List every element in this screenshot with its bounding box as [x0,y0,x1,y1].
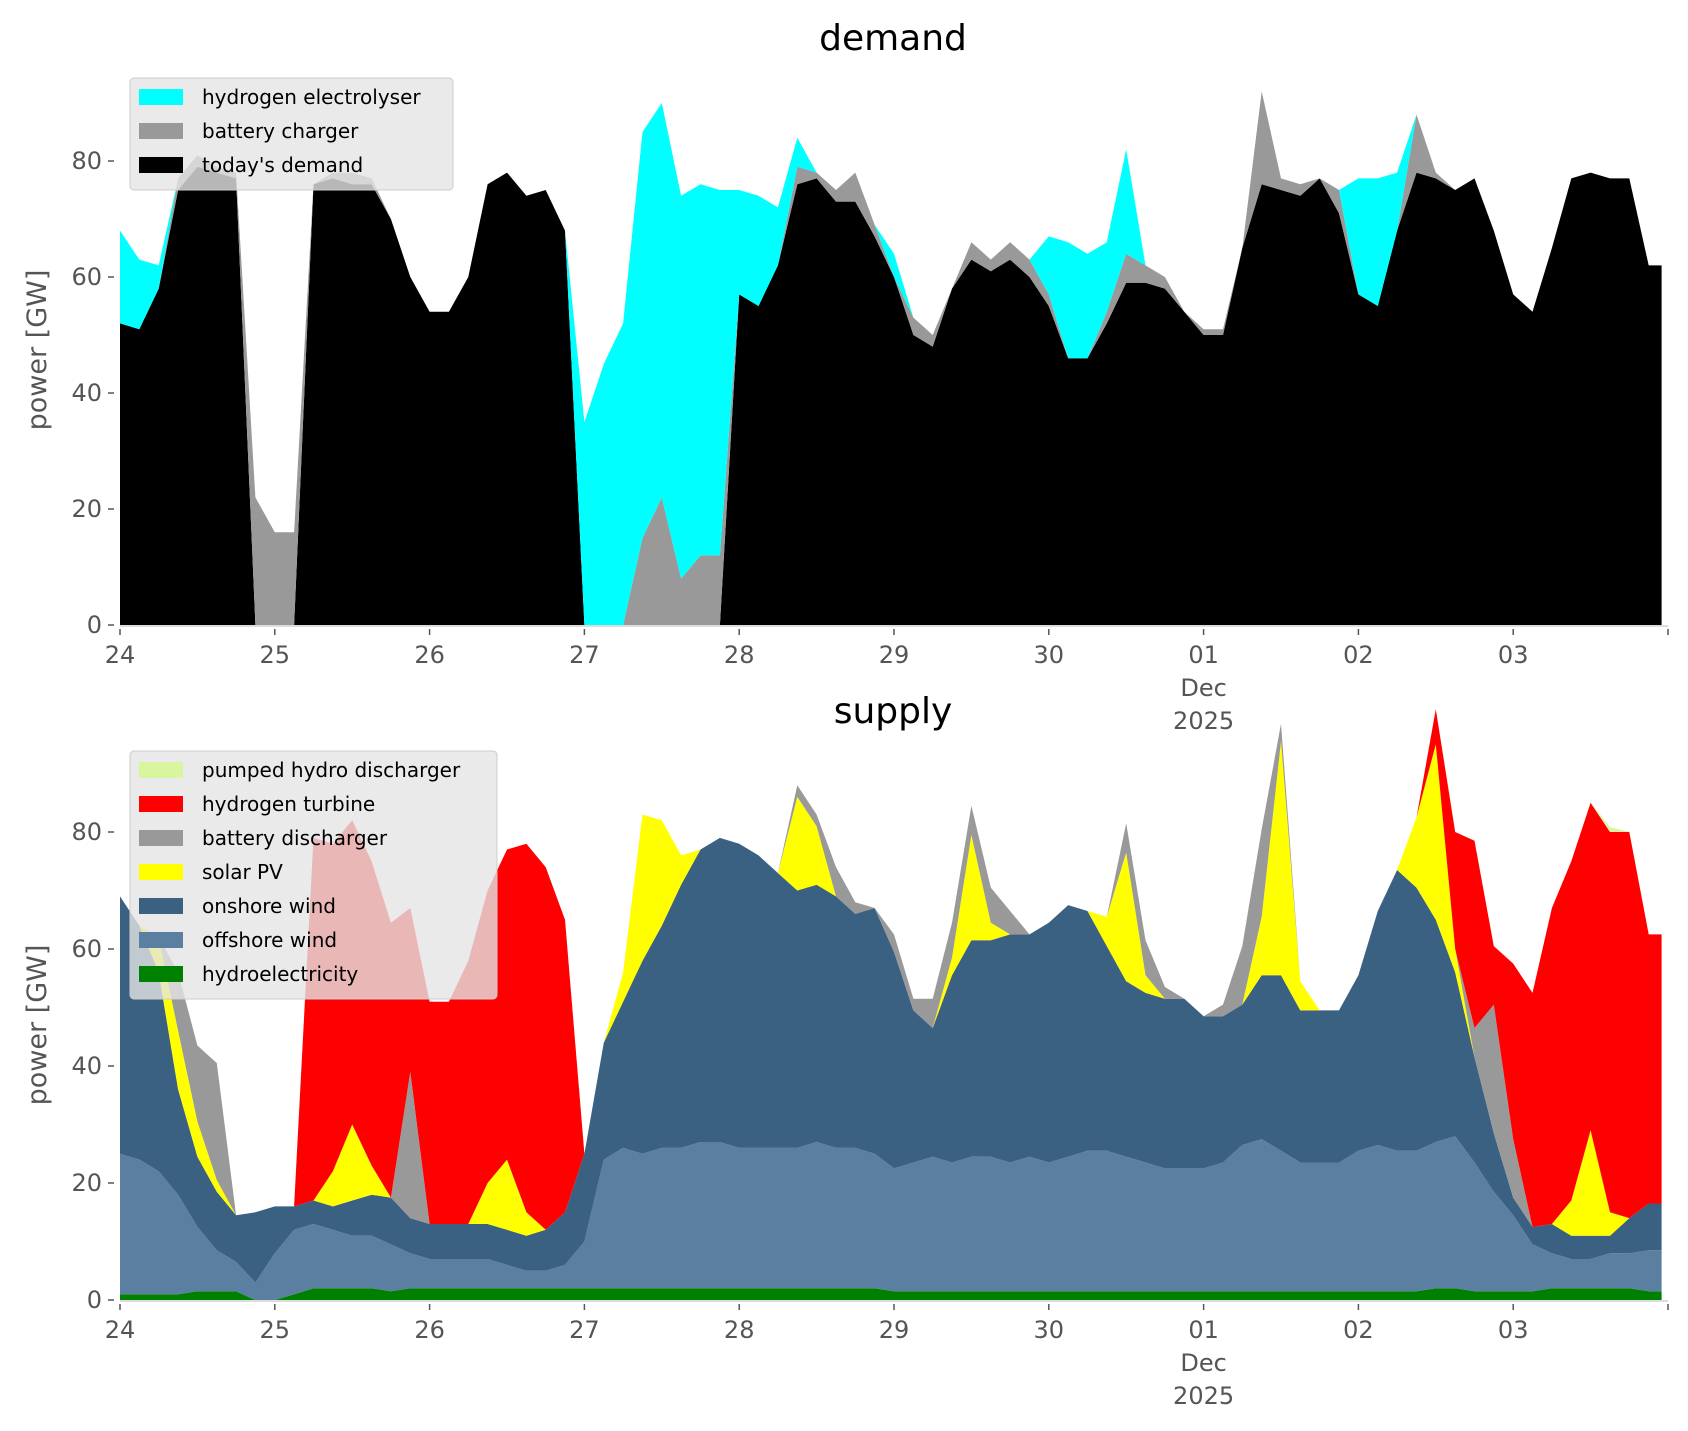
x-tick-label: 03 [1498,1316,1529,1344]
supply-legend: pumped hydro discharger hydrogen turbine b… [129,750,498,1000]
x-tick-label: 27 [569,1316,600,1344]
legend-label-hydroelectricity: hydroelectricity [202,962,358,986]
x-tick-label: 24 [105,1316,136,1344]
legend-label-pumped-hydro-discharger: pumped hydro discharger [202,758,461,782]
legend-swatch-today-s-demand [139,157,183,173]
y-tick-label: 40 [71,1052,102,1080]
x-tick-sublabel: Dec [1180,1349,1226,1377]
x-tick-label: 30 [1034,1316,1065,1344]
y-tick-label: 40 [71,379,102,407]
area-solar-pv [120,741,1662,1236]
x-tick-label: 28 [724,1316,755,1344]
area-today-s-demand [120,166,1662,626]
supply-y-axis-label: power [GW] [22,945,53,1106]
y-tick-label: 20 [71,495,102,523]
y-tick-label: 60 [71,935,102,963]
legend-label-today-s-demand: today's demand [202,153,363,177]
legend-swatch-pumped-hydro-discharger [139,762,183,778]
legend-swatch-hydrogen-electrolyser [139,89,183,105]
x-tick-label: 03 [1498,641,1529,669]
legend-label-onshore-wind: onshore wind [202,894,336,918]
supply-axes: 0 20 40 60 80 24 25 26 27 28 29 30 01 Dec 2025 02 03 [71,818,1669,1410]
legend-swatch-battery-charger [139,123,183,139]
area-hydrogen-turbine [120,709,1662,1230]
x-tick-label: 02 [1343,1316,1374,1344]
legend-swatch-onshore-wind [139,898,183,914]
x-tick-label: 25 [260,1316,291,1344]
supply-areas [120,709,1662,1300]
demand-axes: 0 20 40 60 80 24 25 26 27 28 29 30 01 Dec 2025 02 03 [71,147,1669,735]
y-tick-label: 0 [87,1286,102,1314]
y-tick-label: 60 [71,263,102,291]
area-onshore-wind [120,837,1662,1283]
area-hydroelectricity [120,1288,1662,1300]
x-tick-label: 01 [1188,641,1219,669]
supply-title: supply [834,691,953,732]
y-tick-label: 0 [87,611,102,639]
demand-y-axis-label: power [GW] [22,270,53,431]
legend-swatch-solar-pv [139,864,183,880]
area-offshore-wind [120,1136,1662,1300]
legend-swatch-hydrogen-turbine [139,796,183,812]
legend-label-battery-discharger: battery discharger [202,826,388,850]
x-tick-label: 02 [1343,641,1374,669]
x-tick-sublabel: Dec [1180,674,1226,702]
legend-box [129,750,498,1000]
legend-label-hydrogen-turbine: hydrogen turbine [202,792,375,816]
legend-swatch-offshore-wind [139,932,183,948]
y-tick-label: 80 [71,147,102,175]
x-tick-sublabel: 2025 [1173,707,1234,735]
legend-label-battery-charger: battery charger [202,119,359,143]
legend-swatch-hydroelectricity [139,966,183,982]
x-tick-label: 26 [414,1316,445,1344]
area-battery-charger [120,91,1662,625]
x-tick-label: 28 [724,641,755,669]
legend-label-hydrogen-electrolyser: hydrogen electrolyser [202,85,421,109]
x-tick-label: 26 [414,641,445,669]
x-tick-label: 25 [260,641,291,669]
demand-areas [120,91,1662,626]
x-tick-label: 24 [105,641,136,669]
x-tick-sublabel: 2025 [1173,1382,1234,1410]
x-tick-label: 01 [1188,1316,1219,1344]
legend-swatch-battery-discharger [139,830,183,846]
legend-label-solar-pv: solar PV [202,860,283,884]
demand-legend: hydrogen electrolyser battery charger toda… [129,77,454,191]
legend-box [129,77,454,191]
legend-label-offshore-wind: offshore wind [202,928,337,952]
x-tick-label: 30 [1034,641,1065,669]
x-tick-label: 27 [569,641,600,669]
x-tick-label: 29 [879,1316,910,1344]
demand-title: demand [819,18,967,59]
x-tick-label: 29 [879,641,910,669]
y-tick-label: 20 [71,1169,102,1197]
y-tick-label: 80 [71,818,102,846]
